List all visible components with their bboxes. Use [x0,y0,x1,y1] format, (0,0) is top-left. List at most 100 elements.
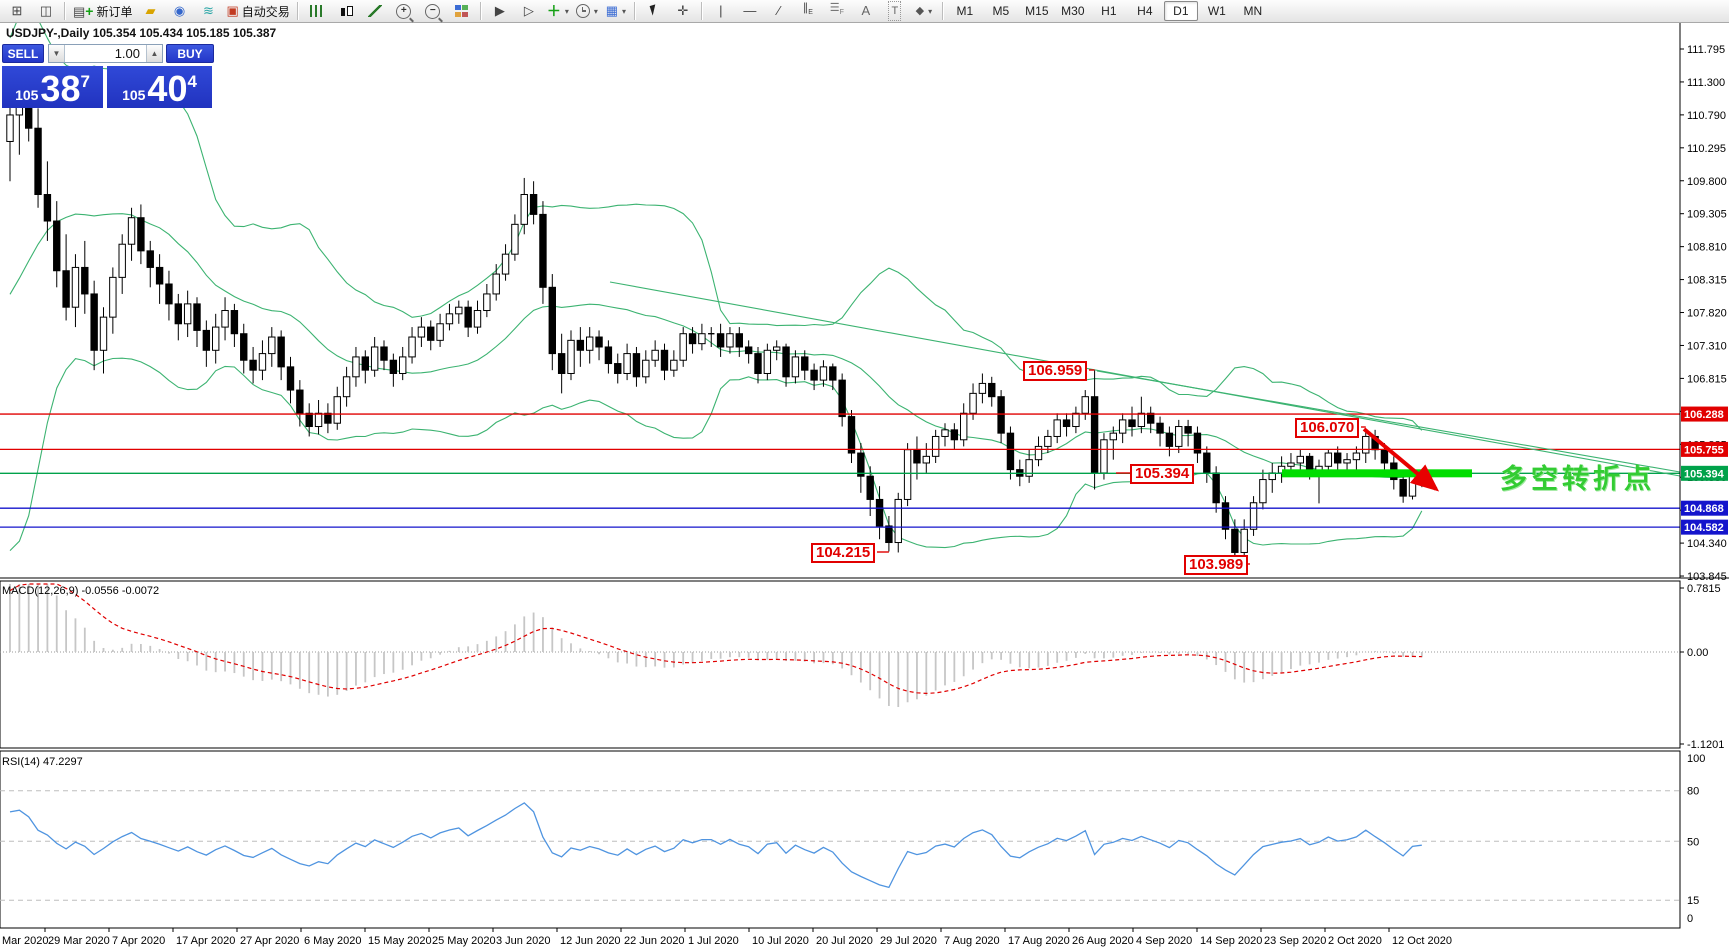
autotrade-button[interactable]: ▣ 自动交易 [224,0,293,22]
candle-body [1343,459,1351,464]
candle-body [763,349,772,374]
new-chart-button[interactable]: ⊞ [3,0,31,22]
candle-body [1044,435,1052,447]
trendline-icon: ∕ [777,3,780,18]
chart-shift-button[interactable]: ▷ [515,0,543,22]
volume-value[interactable]: 1.00 [65,45,146,62]
candle-body [501,253,510,275]
timeframe-button-MN[interactable]: MN [1243,4,1263,18]
text-button[interactable]: A [852,0,880,22]
date-axis-label: 12 Jun 2020 [560,935,621,947]
pivot-support-bar [1282,469,1472,478]
channel-button[interactable]: ∥E [794,0,822,22]
line-chart-button[interactable] [361,0,389,22]
candle-body [370,346,379,371]
timeframe-button-W1[interactable]: W1 [1207,4,1226,18]
new-order-button[interactable]: ▤+ 新订单 [70,0,136,22]
volume-stepper[interactable]: ▼ 1.00 ▲ [48,44,163,63]
timeframe-button-M30[interactable]: M30 [1061,4,1085,18]
candle-body [352,356,360,378]
date-axis-label: 10 Jul 2020 [752,935,809,947]
date-axis-label: 12 Oct 2020 [1392,935,1452,947]
auto-scroll-button[interactable]: ▶ [486,0,514,22]
volume-up-icon[interactable]: ▲ [146,45,162,62]
profiles-button[interactable]: ◫ [32,0,60,22]
timeframe-group: M1 M5 M15 M30 H1 H4 D1 W1 MN [948,1,1270,21]
sell-price[interactable]: 105 38 7 [2,66,103,108]
new-chart-icon: ⊞ [11,3,23,18]
candle-body [754,353,762,374]
text-label-button[interactable]: T [881,0,909,22]
timeframe-button-M15[interactable]: M15 [1025,4,1049,18]
candle-body [53,220,61,272]
candle-body [885,525,893,544]
macd-label: MACD(12,26,9) -0.0556 -0.0072 [2,585,159,597]
hlines-layer [0,281,1681,528]
templates-button[interactable]: ▦ ▾ [602,0,630,22]
candle-body [1109,432,1117,441]
channel-icon: ∥E [802,2,813,17]
chart-title: USDJPY-,Daily 105.354 105.434 105.185 10… [6,26,277,40]
candle-body [202,329,211,351]
date-axis-label: 17 Aug 2020 [1008,935,1070,947]
separator [64,2,66,20]
candlestick-button[interactable] [332,0,360,22]
candle-body [361,356,370,371]
gold-button[interactable]: ▰ [137,0,165,22]
candle-body [511,223,519,255]
candle-body [277,336,285,368]
buy-price[interactable]: 105 40 4 [107,66,212,108]
text-icon: A [861,3,871,18]
separator [633,2,636,20]
candle-body [1072,412,1080,428]
candle-body [1212,472,1220,504]
templates-icon: ▦ [605,3,618,18]
arrows-button[interactable]: ◆ ▾ [910,0,938,22]
price-badge [1681,519,1728,535]
candle-body [90,293,98,351]
buy-button[interactable]: BUY [166,44,214,63]
zoom-out-button[interactable]: − [419,0,447,22]
candle-body [324,412,332,424]
candle-body [1287,462,1295,467]
timeframe-button-H1[interactable]: H1 [1101,4,1117,18]
tile-windows-icon [455,5,469,17]
price-tag-105.394: 105.394 [1130,464,1195,484]
date-axis-label: 7 Aug 2020 [944,935,1000,947]
profiles-icon: ◫ [39,3,53,18]
date-axis-label: 15 May 2020 [368,935,432,947]
candle-body [1259,479,1267,504]
horizontal-line-button[interactable]: — [736,0,764,22]
tile-windows-button[interactable] [448,0,476,22]
periods-button[interactable]: ▾ [573,0,601,22]
price-badge [1681,441,1728,457]
candle-body [1362,435,1370,454]
bar-chart-button[interactable] [303,0,331,22]
rsi-panel-plot [0,790,1680,901]
candle-body [34,127,42,196]
candle-body [819,366,828,381]
candle-body [399,356,407,374]
trendline-button[interactable]: ∕ [765,0,793,22]
zoom-in-button[interactable]: + [390,0,418,22]
volume-down-icon[interactable]: ▼ [49,45,65,62]
sell-button[interactable]: SELL [2,44,44,63]
vertical-line-button[interactable]: | [707,0,735,22]
candle-body [1240,528,1248,553]
timeframe-button-H4[interactable]: H4 [1137,4,1153,18]
timeframe-button-D1[interactable]: D1 [1163,1,1198,21]
indicators-button[interactable]: ＋ ▾ [544,0,572,22]
signals-button[interactable]: ≋ [195,0,223,22]
crosshair-button[interactable]: ✛ [669,0,697,22]
market-button[interactable]: ◉ [166,0,194,22]
price-badge-label: 105.755 [1684,444,1724,456]
macd-signal-line [9,583,1422,695]
zoom-in-icon: + [396,3,412,19]
fibonacci-button[interactable]: ☰F [823,0,851,22]
timeframe-button-M1[interactable]: M1 [956,4,974,18]
candle-body [436,323,444,341]
toolbar: ⊞ ◫ ▤+ 新订单 ▰ ◉ ≋ ▣ 自动交易 + − ▶ ▷ ＋ ▾ ▾ ▦ ▾ … [0,0,1729,23]
price-axis-label: 103.845 [1687,571,1727,583]
timeframe-button-M5[interactable]: M5 [992,4,1010,18]
